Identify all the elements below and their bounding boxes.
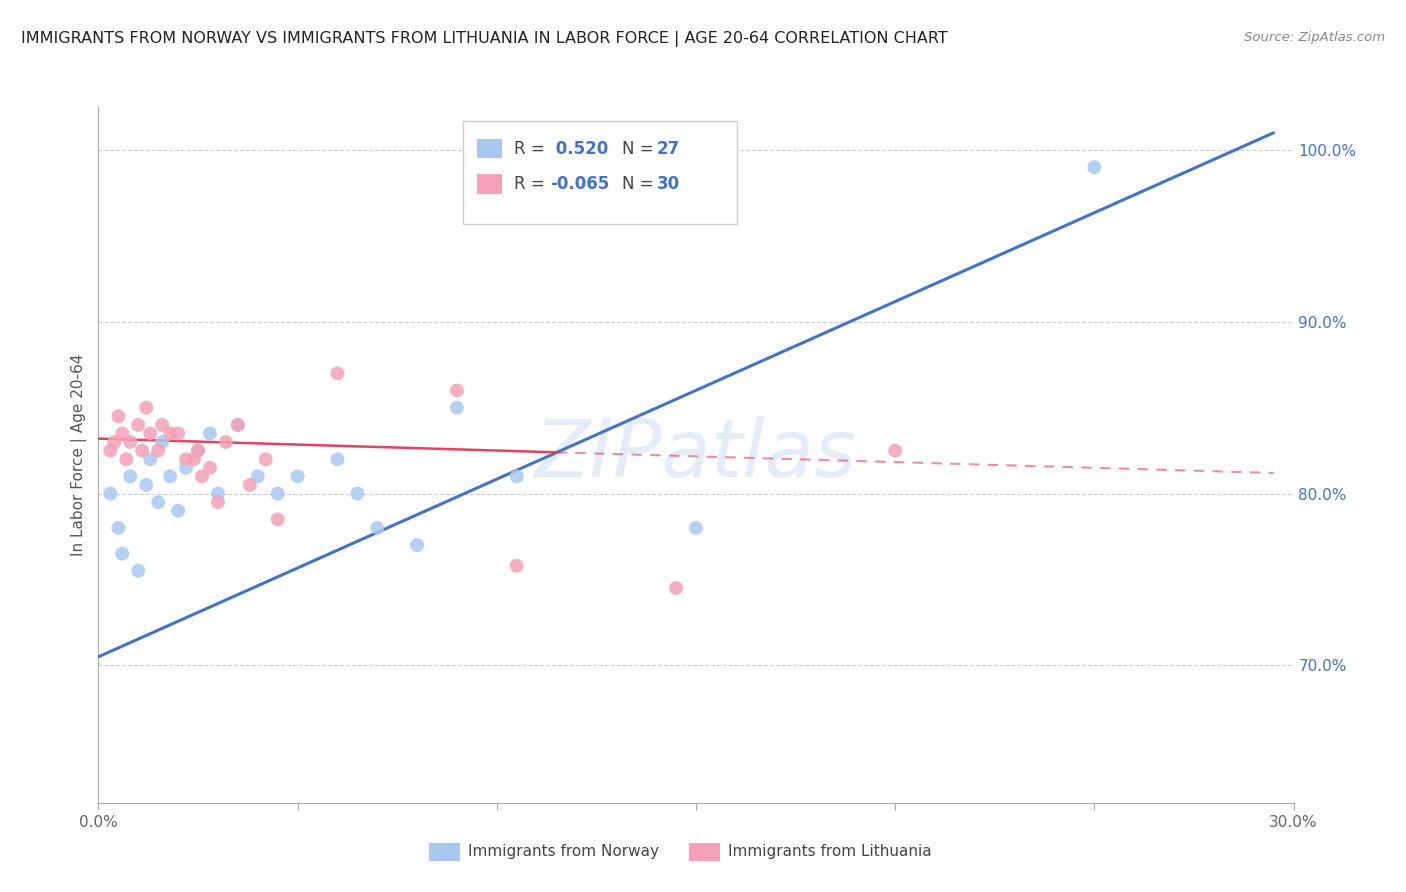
Point bbox=[103, 435, 125, 450]
Point bbox=[159, 426, 181, 441]
Text: Source: ZipAtlas.com: Source: ZipAtlas.com bbox=[1244, 31, 1385, 45]
Point bbox=[148, 443, 170, 458]
Point bbox=[120, 435, 142, 450]
Point bbox=[884, 443, 907, 458]
Point bbox=[111, 426, 134, 441]
Point bbox=[685, 521, 707, 535]
Point bbox=[107, 409, 129, 424]
Point bbox=[159, 469, 181, 483]
Point bbox=[120, 469, 142, 483]
Y-axis label: In Labor Force | Age 20-64: In Labor Force | Age 20-64 bbox=[72, 354, 87, 556]
Point bbox=[187, 443, 209, 458]
Point bbox=[174, 460, 197, 475]
Point bbox=[167, 504, 190, 518]
Point bbox=[198, 426, 221, 441]
Point bbox=[150, 435, 173, 450]
Point bbox=[127, 564, 149, 578]
Point bbox=[131, 443, 153, 458]
Point bbox=[239, 478, 262, 492]
Point bbox=[115, 452, 138, 467]
Point bbox=[254, 452, 277, 467]
Point bbox=[446, 401, 468, 415]
Text: R =: R = bbox=[513, 140, 550, 158]
Point bbox=[506, 558, 529, 573]
Point bbox=[139, 452, 162, 467]
Point bbox=[506, 469, 529, 483]
Point bbox=[246, 469, 269, 483]
Text: IMMIGRANTS FROM NORWAY VS IMMIGRANTS FROM LITHUANIA IN LABOR FORCE | AGE 20-64 C: IMMIGRANTS FROM NORWAY VS IMMIGRANTS FRO… bbox=[21, 31, 948, 47]
Point bbox=[174, 452, 197, 467]
Point bbox=[111, 547, 134, 561]
Point bbox=[446, 384, 468, 398]
Point bbox=[226, 417, 249, 432]
Point bbox=[267, 512, 290, 526]
Text: R =: R = bbox=[513, 176, 550, 194]
Point bbox=[100, 486, 122, 500]
Point bbox=[406, 538, 429, 552]
Point bbox=[215, 435, 238, 450]
Point bbox=[127, 417, 149, 432]
Text: N =: N = bbox=[621, 140, 658, 158]
Point bbox=[366, 521, 388, 535]
Point bbox=[187, 443, 209, 458]
Point bbox=[198, 460, 221, 475]
Point bbox=[287, 469, 309, 483]
Point bbox=[191, 469, 214, 483]
Point bbox=[135, 478, 157, 492]
Text: N =: N = bbox=[621, 176, 658, 194]
Point bbox=[183, 452, 205, 467]
Point bbox=[326, 367, 349, 381]
Point bbox=[135, 401, 157, 415]
Point bbox=[139, 426, 162, 441]
Text: Immigrants from Norway: Immigrants from Norway bbox=[468, 845, 659, 859]
Point bbox=[167, 426, 190, 441]
Point bbox=[226, 417, 249, 432]
Point bbox=[207, 495, 229, 509]
Point bbox=[267, 486, 290, 500]
Text: -0.065: -0.065 bbox=[550, 176, 609, 194]
Text: 0.520: 0.520 bbox=[550, 140, 609, 158]
Point bbox=[148, 495, 170, 509]
Point bbox=[107, 521, 129, 535]
Text: 27: 27 bbox=[657, 140, 681, 158]
Text: ZIPatlas: ZIPatlas bbox=[534, 416, 858, 494]
Text: Immigrants from Lithuania: Immigrants from Lithuania bbox=[728, 845, 932, 859]
Point bbox=[346, 486, 368, 500]
Text: 30: 30 bbox=[657, 176, 681, 194]
Point bbox=[207, 486, 229, 500]
Point bbox=[100, 443, 122, 458]
Point bbox=[326, 452, 349, 467]
Point bbox=[665, 581, 688, 595]
Point bbox=[1083, 160, 1105, 174]
Point bbox=[150, 417, 173, 432]
